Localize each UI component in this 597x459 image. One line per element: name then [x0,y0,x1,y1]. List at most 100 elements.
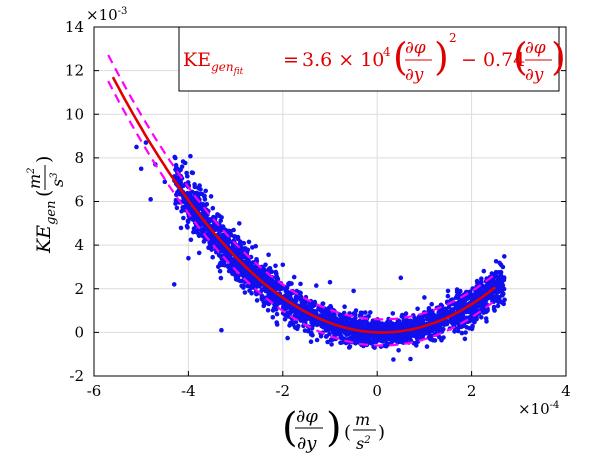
fit-equation: KEgenfit = 3.6 × 10 4 ( ∂φ ∂y ) 2 − 0.74… [178,26,566,92]
svg-text:∂φ: ∂φ [405,38,426,58]
svg-text:3.6 × 10: 3.6 × 10 [302,49,384,71]
scatter-point [425,330,431,335]
scatter-point [368,310,373,315]
scatter-point [396,320,402,325]
scatter-point [498,283,503,289]
scatter-point [218,275,224,281]
scatter-point [353,332,358,337]
lower-bound-line [107,80,496,347]
svg-text:(: ( [33,190,55,197]
svg-text:s2: s2 [356,434,371,453]
scatter-point [375,338,381,343]
scatter-point [148,197,153,202]
scatter-point [308,339,314,345]
scatter-point [408,318,413,324]
x-tick-label: 2 [467,382,477,400]
scatter-point [284,285,290,291]
scatter-point [495,299,501,305]
scatter-point [251,278,257,284]
scatter-point [263,262,268,268]
scatter-point [318,308,324,314]
scatter-point [376,320,382,325]
scatter-point [458,323,464,329]
y-tick-label: -2 [69,367,84,385]
scatter-point [242,290,248,295]
scatter-point [191,213,196,219]
scatter-point [134,144,139,150]
scatter-point [353,315,358,321]
scatter-point [204,202,210,207]
scatter-point [439,309,445,315]
scatter-point [241,285,246,290]
scatter-point [380,339,385,344]
x-axis-label: ( ∂φ ∂y ) ( m s2 ) [282,405,385,454]
scatter-point [227,239,233,244]
scatter-point [405,330,411,336]
scatter-point [188,153,193,159]
scatter-point [371,325,376,331]
y-multiplier: ×10-3 [86,6,127,24]
scatter-point [186,255,191,261]
scatter-point [284,289,290,294]
scatter-point [274,286,279,291]
scatter-point [279,299,285,304]
scatter-point [424,317,430,322]
scatter-point [364,323,370,328]
scatter-point [446,304,452,310]
svg-text:): ) [326,405,342,451]
scatter-point [422,295,427,300]
scatter-point [463,330,468,335]
scatter-point [173,155,178,161]
scatter-point [219,327,224,333]
scatter-point [185,173,190,179]
scatter-point [472,306,478,312]
scatter-point [415,330,420,336]
scatter-point [478,301,483,307]
y-axis-label: KEgen ( m2 s3 ) [25,156,67,254]
scatter-point [445,309,451,315]
scatter-point [143,140,149,145]
scatter-point [489,295,494,301]
scatter-point [217,268,223,274]
scatter-point [429,315,434,320]
scatter-point [328,303,333,309]
scatter-point [398,275,404,281]
upper-bound-line [107,54,496,321]
scatter-point [176,189,181,194]
scatter-point [481,268,487,274]
scatter-point [452,329,457,334]
svg-text:2: 2 [449,31,457,45]
scatter-point [197,183,202,188]
scatter-point [443,318,449,324]
scatter-point [427,310,433,316]
scatter-point [199,228,205,234]
scatter-point [462,298,468,304]
scatter-point [420,317,426,323]
svg-text:=: = [283,49,299,71]
scatter-point [482,300,488,306]
scatter-point [497,260,502,266]
scatter-point [366,335,372,340]
svg-text:): ) [434,35,449,79]
scatter-point [429,301,435,307]
scatter-point [351,324,356,330]
scatter-point [470,323,475,329]
scatter-point [358,310,364,316]
svg-text:∂y: ∂y [525,65,544,85]
scatter-point [247,288,252,293]
scatter-point [466,315,472,321]
scatter-point [252,284,258,290]
svg-text:s3: s3 [48,172,67,187]
svg-text:4: 4 [383,45,391,59]
scatter-point [454,302,459,307]
scatter-point [384,334,390,340]
svg-text:(: ( [282,405,298,451]
scatter-point [376,325,382,331]
scatter-point [314,337,320,343]
scatter-point [220,224,226,229]
svg-text:KEgenfit: KEgenfit [183,49,244,77]
scatter-point [181,215,186,221]
scatter-point [273,263,278,269]
scatter-point [217,261,223,267]
scatter-point [196,205,201,211]
